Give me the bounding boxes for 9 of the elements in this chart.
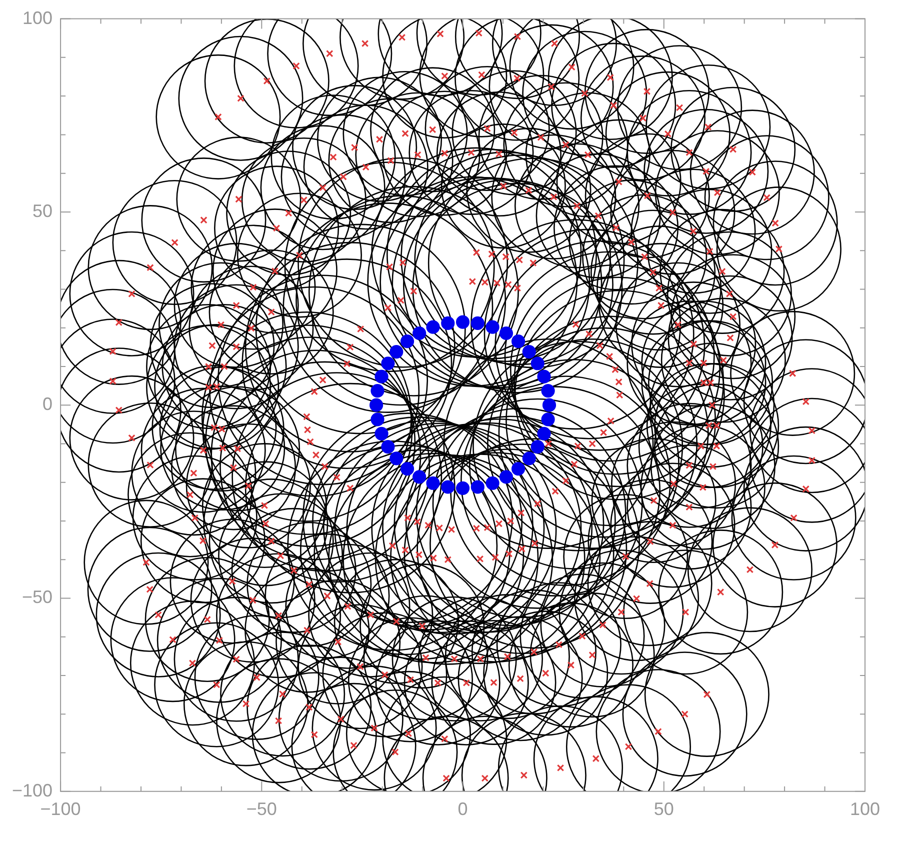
y-tick-label: −100 [12, 780, 53, 800]
x-tick-label: 0 [458, 799, 468, 820]
x-tick-label: 50 [654, 799, 674, 820]
x-tick-label: −50 [246, 799, 277, 820]
y-tick-label: 50 [32, 200, 53, 221]
y-tick-label: −50 [22, 587, 53, 608]
y-tick-label: 100 [22, 8, 53, 28]
y-tick-label: 0 [42, 394, 53, 414]
x-tick-label: 100 [850, 799, 880, 820]
